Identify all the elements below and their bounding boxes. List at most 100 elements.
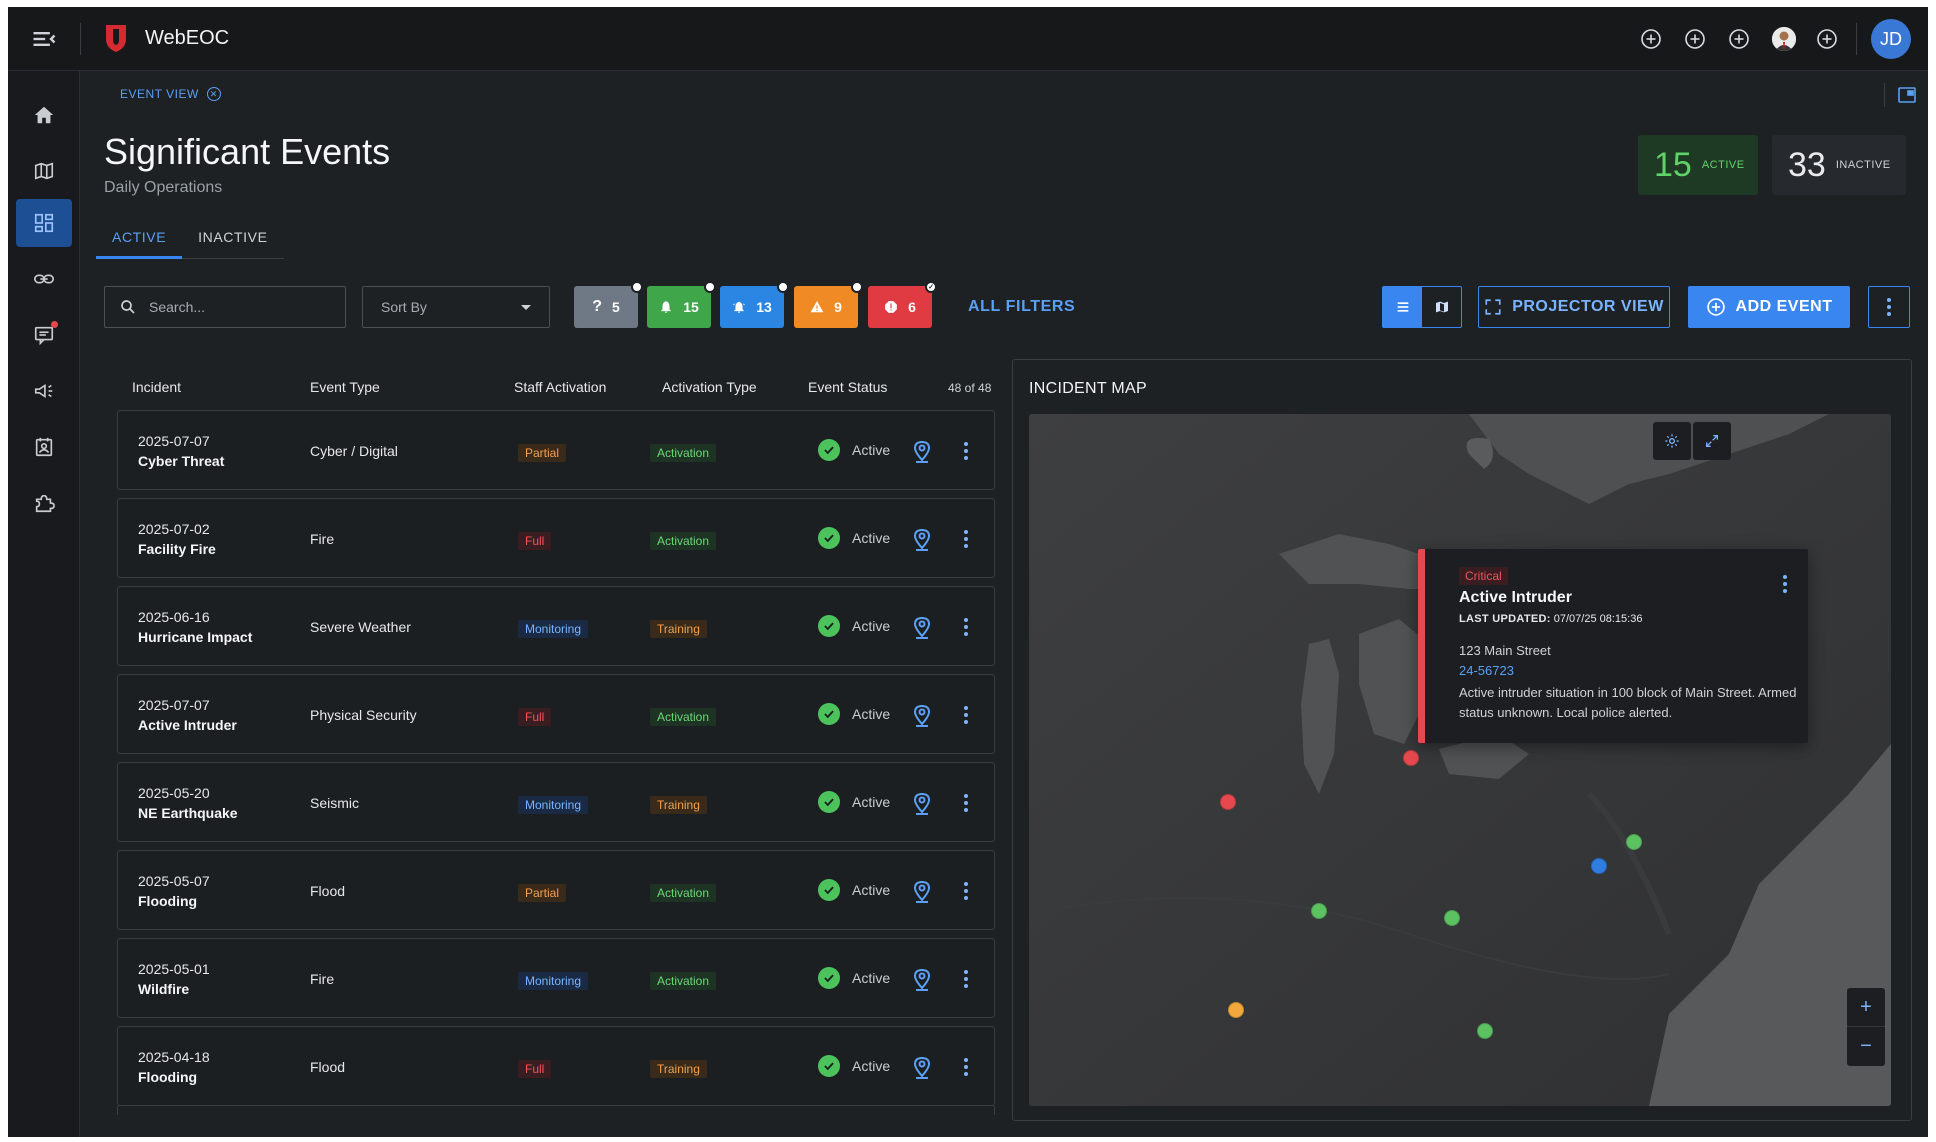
search-field[interactable]	[104, 286, 346, 328]
popup-incident-id-link[interactable]: 24-56723	[1459, 663, 1514, 678]
row-more-icon[interactable]	[956, 529, 976, 549]
incident-date: 2025-05-20	[138, 785, 210, 801]
filter-chip-alert[interactable]: 13	[720, 281, 789, 328]
menu-collapse-icon[interactable]	[30, 25, 58, 53]
incident-name: Flooding	[138, 1069, 198, 1085]
map-view-button[interactable]	[1422, 287, 1461, 327]
incident-map[interactable]: + − Critical Active Intruder LAST UPDATE…	[1029, 414, 1891, 1106]
puzzle-icon[interactable]	[16, 479, 72, 527]
dashboard-icon[interactable]	[16, 199, 72, 247]
add-circle-icon[interactable]	[1727, 27, 1751, 51]
filter-chip-unknown[interactable]: ? 5	[574, 281, 643, 328]
map-icon[interactable]	[16, 147, 72, 195]
filter-chip-warning[interactable]: 9	[794, 281, 863, 328]
all-filters-link[interactable]: ALL FILTERS	[968, 298, 1076, 315]
list-view-button[interactable]	[1383, 287, 1422, 327]
map-marker-active[interactable]	[1477, 1023, 1493, 1039]
app-window: WebEOC JD	[8, 7, 1928, 1137]
map-marker-critical[interactable]	[1403, 750, 1419, 766]
check-circle-icon	[818, 527, 840, 549]
link-icon[interactable]	[16, 255, 72, 303]
table-row[interactable]: 2025-07-07 Active Intruder Physical Securi…	[117, 674, 995, 754]
row-more-icon[interactable]	[956, 705, 976, 725]
map-marker-critical[interactable]	[1220, 794, 1236, 810]
column-header[interactable]: Incident	[132, 379, 182, 395]
search-input[interactable]	[149, 299, 329, 315]
location-pin-icon[interactable]	[912, 615, 932, 639]
filter-chip-notice[interactable]: 15	[647, 281, 716, 328]
table-row[interactable]: 2025-07-07 Cyber Threat Cyber / Digital Par…	[117, 410, 995, 490]
filter-chip-critical[interactable]: 6 ✓	[868, 281, 937, 328]
table-row[interactable]: 2025-05-07 Flooding Flood Partial Activation…	[117, 850, 995, 930]
row-more-icon[interactable]	[956, 1057, 976, 1077]
bell-ring-icon	[733, 301, 746, 313]
status-text: Active	[852, 706, 891, 722]
location-pin-icon[interactable]	[912, 1055, 932, 1079]
user-avatar[interactable]: JD	[1871, 19, 1911, 59]
zoom-out-button[interactable]: −	[1860, 1035, 1872, 1057]
column-header[interactable]: Activation Type	[662, 379, 757, 395]
table-row[interactable]: 2025-04-18 Flooding Flood Full Training Activ…	[117, 1026, 995, 1106]
map-settings-button[interactable]	[1653, 422, 1691, 460]
add-circle-icon[interactable]	[1815, 27, 1839, 51]
sort-by-select[interactable]: Sort By	[362, 286, 550, 328]
table-row[interactable]: 2025-05-20 NE Earthquake Seismic Monitoring…	[117, 762, 995, 842]
status-text: Active	[852, 1058, 891, 1074]
breadcrumb-label: EVENT VIEW	[120, 87, 199, 101]
location-pin-icon[interactable]	[912, 879, 932, 903]
row-more-icon[interactable]	[956, 969, 976, 989]
active-count-card[interactable]: 15 ACTIVE	[1638, 135, 1758, 195]
table-row-partial	[117, 1105, 995, 1115]
location-pin-icon[interactable]	[912, 967, 932, 991]
map-marker-info[interactable]	[1591, 858, 1607, 874]
column-header[interactable]: Event Type	[310, 379, 380, 395]
panel-toggle-icon[interactable]	[1898, 87, 1916, 103]
table-row[interactable]: 2025-06-16 Hurricane Impact Severe Weather…	[117, 586, 995, 666]
page-title: Significant Events	[104, 131, 391, 172]
column-header[interactable]: Event Status	[808, 379, 888, 395]
add-event-button[interactable]: ADD EVENT	[1688, 286, 1850, 328]
table-row[interactable]: 2025-07-02 Facility Fire Fire Full Activatio…	[117, 498, 995, 578]
tab-active[interactable]: ACTIVE	[96, 215, 183, 259]
active-count: 15	[1654, 145, 1692, 184]
inactive-count: 33	[1788, 145, 1826, 184]
location-pin-icon[interactable]	[912, 791, 932, 815]
map-marker-active[interactable]	[1444, 910, 1460, 926]
popup-more-icon[interactable]	[1783, 575, 1799, 595]
close-icon[interactable]: ✕	[206, 87, 221, 101]
projector-view-button[interactable]: PROJECTOR VIEW	[1478, 286, 1670, 328]
home-icon[interactable]	[16, 91, 72, 139]
search-icon	[121, 300, 135, 314]
check-circle-icon	[818, 791, 840, 813]
contacts-icon[interactable]	[16, 423, 72, 471]
map-fullscreen-button[interactable]	[1693, 422, 1731, 460]
column-header[interactable]: Staff Activation	[514, 379, 607, 395]
map-marker-active[interactable]	[1626, 834, 1642, 850]
megaphone-icon[interactable]	[16, 367, 72, 415]
incident-popup[interactable]: Critical Active Intruder LAST UPDATED: 0…	[1418, 549, 1808, 743]
staff-activation-badge: Full	[518, 532, 552, 550]
row-more-icon[interactable]	[956, 793, 976, 813]
incident-name: NE Earthquake	[138, 805, 238, 821]
messages-icon[interactable]	[16, 311, 72, 359]
location-pin-icon[interactable]	[912, 527, 932, 551]
tab-inactive[interactable]: INACTIVE	[198, 229, 268, 245]
table-row[interactable]: 2025-05-01 Wildfire Fire Monitoring Activati…	[117, 938, 995, 1018]
chip-count: 13	[756, 299, 772, 315]
zoom-in-button[interactable]: +	[1847, 988, 1885, 1027]
location-pin-icon[interactable]	[912, 703, 932, 727]
zoom-controls: + −	[1847, 988, 1885, 1066]
inactive-count-card[interactable]: 33 INACTIVE	[1772, 135, 1906, 195]
add-circle-icon[interactable]	[1639, 27, 1663, 51]
map-marker-active[interactable]	[1311, 903, 1327, 919]
location-pin-icon[interactable]	[912, 439, 932, 463]
row-more-icon[interactable]	[956, 441, 976, 461]
breadcrumb[interactable]: EVENT VIEW ✕	[120, 87, 221, 101]
map-marker-warning[interactable]	[1228, 1002, 1244, 1018]
add-circle-icon[interactable]	[1683, 27, 1707, 51]
more-options-button[interactable]	[1868, 286, 1910, 328]
active-count-label: ACTIVE	[1701, 159, 1745, 171]
user-photo-avatar[interactable]	[1772, 27, 1796, 51]
row-more-icon[interactable]	[956, 617, 976, 637]
row-more-icon[interactable]	[956, 881, 976, 901]
